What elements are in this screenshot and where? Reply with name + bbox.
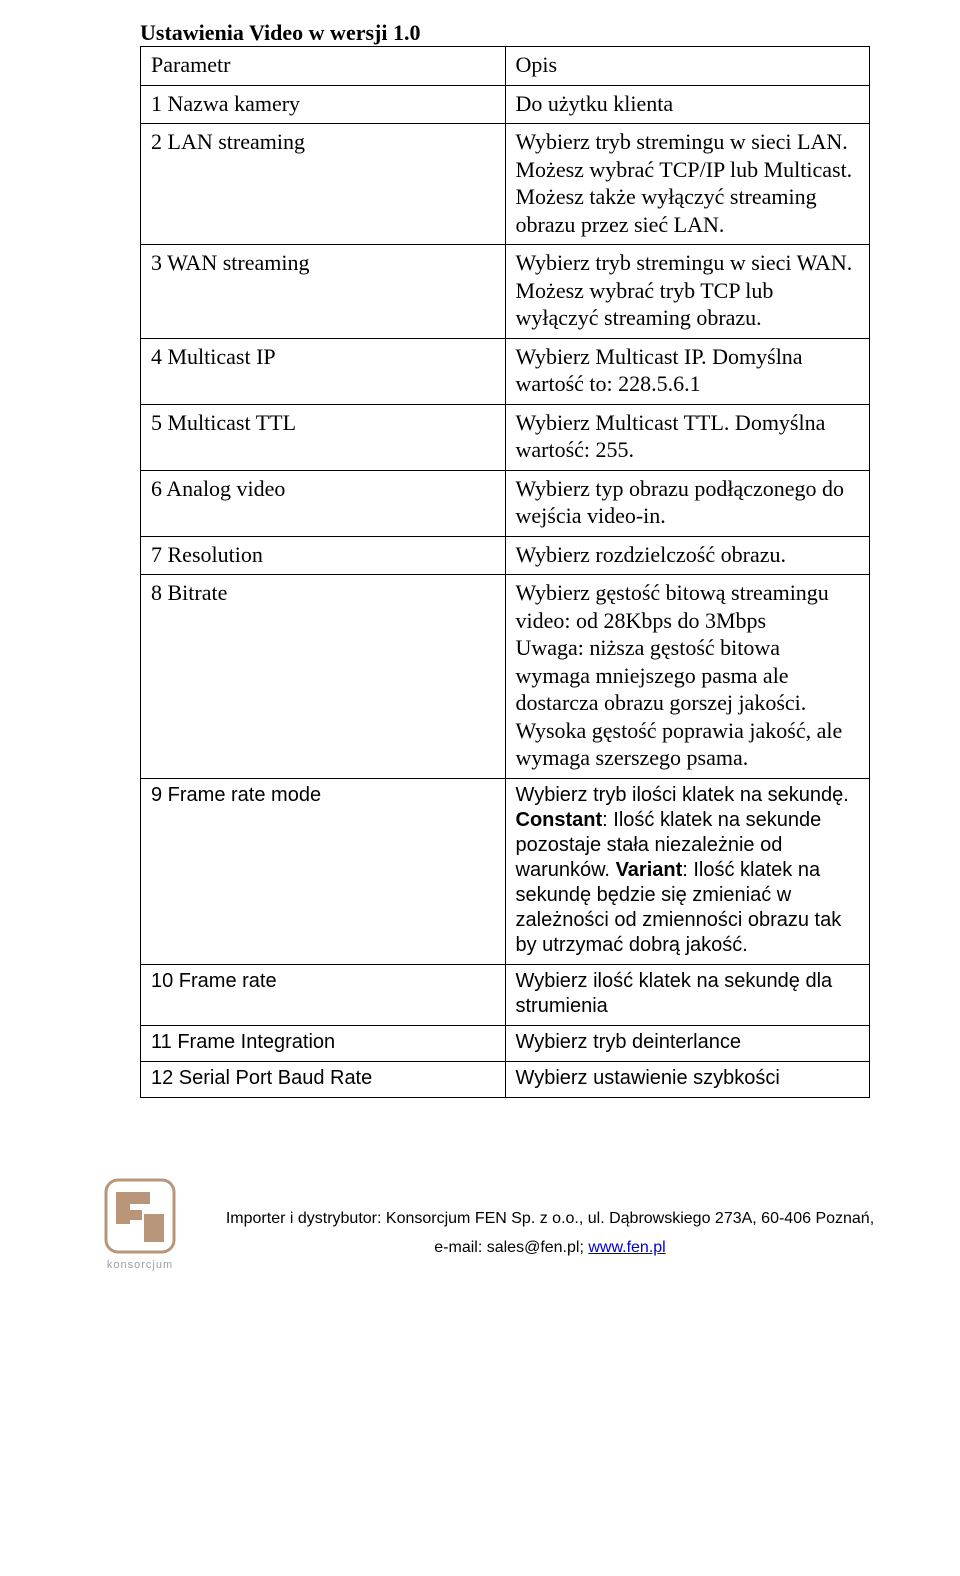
param-cell: 12 Serial Port Baud Rate [141,1061,506,1097]
param-cell: 10 Frame rate [141,964,506,1025]
desc-cell: Wybierz Multicast IP. Domyślna wartość t… [505,338,870,404]
table-row: 3 WAN streamingWybierz tryb stremingu w … [141,245,870,339]
param-cell: 2 LAN streaming [141,124,506,245]
settings-table: Parametr Opis 1 Nazwa kameryDo użytku kl… [140,46,870,1098]
desc-cell: Wybierz ustawienie szybkości [505,1061,870,1097]
logo-icon: konsorcjum [100,1178,180,1273]
desc-cell: Wybierz gęstość bitową streamingu video:… [505,575,870,779]
table-row: 7 ResolutionWybierz rozdzielczość obrazu… [141,536,870,575]
table-row: 8 BitrateWybierz gęstość bitową streamin… [141,575,870,779]
table-row: 1 Nazwa kameryDo użytku klienta [141,85,870,124]
table-row: 5 Multicast TTLWybierz Multicast TTL. Do… [141,404,870,470]
param-cell: 4 Multicast IP [141,338,506,404]
desc-cell: Do użytku klienta [505,85,870,124]
table-row: 9 Frame rate mode Wybierz tryb ilości kl… [141,778,870,964]
desc-cell: Wybierz tryb deinterlance [505,1025,870,1061]
param-cell: 6 Analog video [141,470,506,536]
page-title: Ustawienia Video w wersji 1.0 [140,20,870,46]
table-row: 6 Analog videoWybierz typ obrazu podłącz… [141,470,870,536]
desc-cell: Wybierz tryb ilości klatek na sekundę. C… [505,778,870,964]
desc-cell: Wybierz tryb stremingu w sieci WAN.Możes… [505,245,870,339]
desc-bold: Variant [616,859,683,881]
table-header-row: Parametr Opis [141,47,870,86]
table-row: 4 Multicast IPWybierz Multicast IP. Domy… [141,338,870,404]
footer-line1: Importer i dystrybutor: Konsorcjum FEN S… [226,1210,874,1227]
footer-text: Importer i dystrybutor: Konsorcjum FEN S… [200,1205,900,1273]
param-cell: 3 WAN streaming [141,245,506,339]
footer-link[interactable]: www.fen.pl [588,1239,665,1256]
header-desc: Opis [505,47,870,86]
footer-line2: e-mail: sales@fen.pl; [434,1239,588,1256]
param-cell: 7 Resolution [141,536,506,575]
logo: konsorcjum [100,1178,180,1273]
page-footer: konsorcjum Importer i dystrybutor: Konso… [0,1178,960,1273]
param-cell: 5 Multicast TTL [141,404,506,470]
table-row: 11 Frame IntegrationWybierz tryb deinter… [141,1025,870,1061]
param-cell: 11 Frame Integration [141,1025,506,1061]
desc-cell: Wybierz Multicast TTL. Domyślna wartość:… [505,404,870,470]
table-row: 12 Serial Port Baud RateWybierz ustawien… [141,1061,870,1097]
desc-cell: Wybierz tryb stremingu w sieci LAN.Możes… [505,124,870,245]
desc-bold: Constant [516,809,603,831]
desc-text: Wybierz tryb ilości klatek na sekundę. [516,784,849,806]
desc-cell: Wybierz rozdzielczość obrazu. [505,536,870,575]
logo-text: konsorcjum [107,1259,173,1271]
desc-cell: Wybierz typ obrazu podłączonego do wejśc… [505,470,870,536]
desc-cell: Wybierz ilość klatek na sekundę dla stru… [505,964,870,1025]
table-row: 10 Frame rateWybierz ilość klatek na sek… [141,964,870,1025]
param-cell: 8 Bitrate [141,575,506,779]
param-cell: 1 Nazwa kamery [141,85,506,124]
table-row: 2 LAN streamingWybierz tryb stremingu w … [141,124,870,245]
header-param: Parametr [141,47,506,86]
param-cell: 9 Frame rate mode [141,778,506,964]
